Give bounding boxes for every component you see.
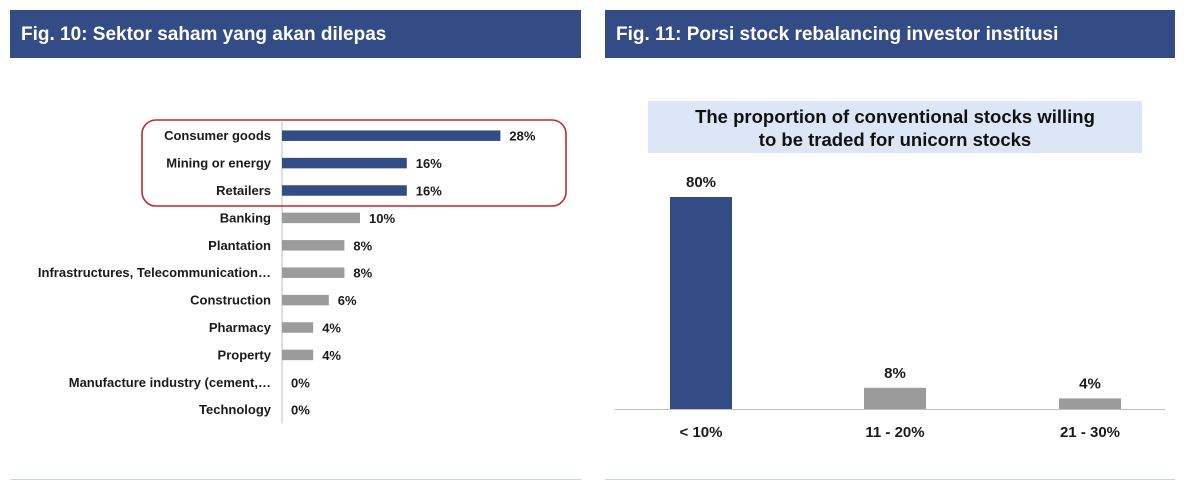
figure-11-bottom-rule [605,479,1175,480]
data-label: 4% [322,321,341,336]
data-label: 4% [322,348,341,363]
highlight-box [141,119,567,207]
chart-title-line: to be traded for unicorn stocks [759,129,1031,150]
category-label: Mining or energy [166,156,272,171]
data-label: 16% [416,184,442,199]
data-label: 28% [509,129,535,144]
category-label: Property [218,347,272,362]
category-label: < 10% [680,424,723,441]
category-label: 11 - 20% [865,424,924,441]
category-label: Plantation [208,238,271,253]
data-label: 16% [416,156,442,171]
bar [864,387,926,409]
bar [282,130,501,141]
data-label: 6% [338,293,357,308]
figure-10-panel: Fig. 10: Sektor saham yang akan dilepas [10,10,581,58]
category-label: Manufacture industry (cement,… [69,375,271,390]
figure-10-title: Fig. 10: Sektor saham yang akan dilepas [10,10,581,58]
bar [282,212,360,224]
chart-title-background [648,101,1142,153]
bar [282,185,407,196]
data-label: 8% [353,266,372,281]
bar [670,197,732,409]
bar [282,349,314,361]
chart-title-line: The proportion of conventional stocks wi… [695,106,1095,127]
category-label: Technology [199,402,272,417]
bar [282,157,407,169]
category-label: Infrastructures, Telecommunication… [38,265,271,280]
category-label: Pharmacy [209,320,272,335]
figure-11-panel: Fig. 11: Porsi stock rebalancing investo… [605,10,1175,58]
bar [1059,398,1121,409]
figure-10-bottom-rule [10,479,581,480]
figure-11-title: Fig. 11: Porsi stock rebalancing investo… [605,10,1175,58]
data-label: 80% [686,174,716,191]
category-label: Banking [220,210,271,225]
data-label: 0% [291,403,310,418]
data-label: 0% [291,375,310,390]
category-label: Construction [190,293,271,308]
category-label: Retailers [216,183,271,198]
bar [282,322,314,333]
data-label: 10% [369,211,395,226]
category-label: Consumer goods [164,128,271,143]
data-label: 8% [884,365,906,382]
data-label: 8% [353,238,372,253]
data-label: 4% [1079,375,1101,392]
bar [282,240,345,251]
bar [282,294,329,306]
bar [282,267,345,278]
category-label: 21 - 30% [1060,424,1120,441]
